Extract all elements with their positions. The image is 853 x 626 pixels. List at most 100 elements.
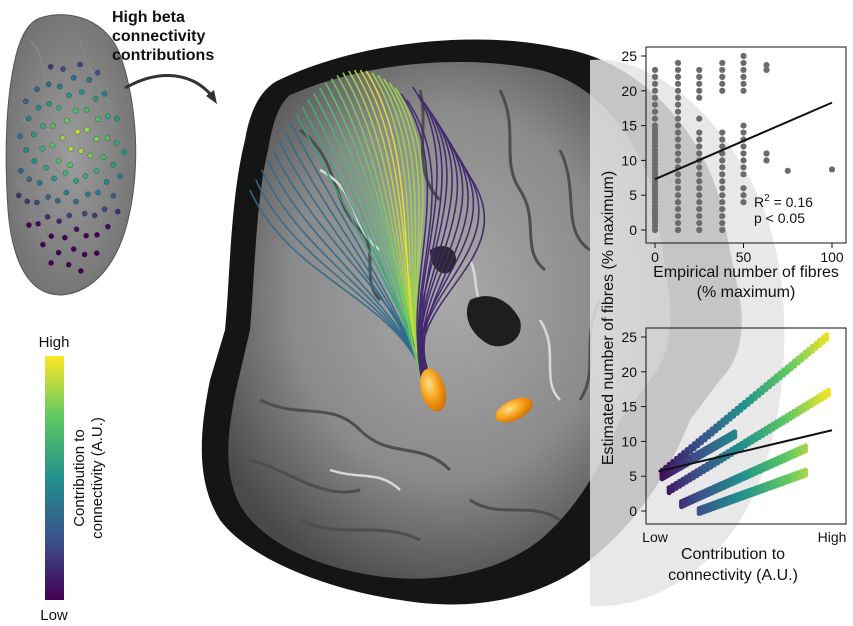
plot1-point <box>719 87 726 94</box>
electrode-contact <box>79 89 85 95</box>
plot1-point <box>651 66 659 74</box>
electrode-contact <box>31 131 37 138</box>
plot1-point <box>719 129 726 136</box>
header-line-3: contributions <box>112 47 214 64</box>
electrode-contact <box>62 170 69 176</box>
electrode-contact <box>25 115 32 122</box>
fibre-streamline <box>418 149 475 390</box>
plot1-point <box>651 80 659 87</box>
plot1-point <box>674 206 682 213</box>
plot1-point <box>719 171 726 178</box>
electrode-contact <box>101 206 108 212</box>
electrode-contact <box>26 176 32 183</box>
electrode-contact <box>95 116 101 122</box>
electrode-contact <box>103 179 110 185</box>
electrode-contact <box>87 152 94 159</box>
plot1-point <box>696 192 703 199</box>
plot1-y-tick-label: 15 <box>621 118 637 134</box>
electrode-contact <box>94 70 101 76</box>
plot1-point <box>696 206 703 213</box>
plot1-point <box>719 73 726 80</box>
plot2-xlabel-line-2: connectivity (A.U.) <box>668 567 798 584</box>
plot1-point <box>674 80 682 87</box>
plot1-point <box>674 212 682 220</box>
plot1-point <box>696 87 703 94</box>
plot1-xlabel-line-1: Empirical number of fibres <box>653 264 839 281</box>
plot1-point <box>740 192 747 199</box>
electrode-contact <box>47 63 54 70</box>
plot1-x-tick-label: 0 <box>651 249 659 265</box>
plot2-y-tick-label: 20 <box>621 364 637 380</box>
electrode-contact <box>26 222 32 228</box>
electrode-contact <box>55 158 62 164</box>
electrode-contact <box>56 105 62 111</box>
plot-backdrop <box>590 59 785 607</box>
electrode-contact <box>48 233 55 239</box>
plot1-point <box>740 199 747 206</box>
plot2-y-tick-label: 10 <box>621 433 637 449</box>
electrode-contact <box>115 208 121 215</box>
plot2-point <box>824 331 830 338</box>
plot1-y-tick-label: 25 <box>621 48 637 64</box>
fibre-streamline <box>421 169 486 384</box>
electrode-contact <box>45 194 51 200</box>
plot1-point <box>719 80 726 87</box>
plot1-point <box>740 150 747 157</box>
plot1-point <box>696 185 703 192</box>
plot1-point <box>740 129 747 136</box>
plot1-point <box>696 136 703 143</box>
electrode-contact <box>56 218 62 224</box>
plot1-point <box>740 143 747 150</box>
plot1-point <box>696 73 703 80</box>
plot2-y-tick-label: 0 <box>629 503 637 519</box>
colorbar-low-label: Low <box>40 607 68 624</box>
plot1-point <box>719 143 726 150</box>
electrode-contacts <box>16 61 128 274</box>
plot1-point <box>674 171 682 178</box>
plot1-point <box>696 94 703 101</box>
electrode-contact <box>63 189 70 196</box>
electrode-contact <box>67 145 74 152</box>
plot1-point <box>674 150 682 157</box>
electrode-contact <box>36 180 43 186</box>
plot2-point <box>825 387 832 393</box>
electrode-contact <box>49 142 56 149</box>
plot1-point <box>651 115 659 122</box>
electrode-contact <box>43 165 49 171</box>
plot1-point <box>740 80 747 87</box>
electrode-contact <box>113 140 120 146</box>
plot1-point <box>719 157 726 164</box>
plot1-point <box>740 122 747 129</box>
electrode-contact <box>31 158 38 164</box>
electrode-contact <box>62 234 68 241</box>
plot1-point <box>674 185 682 192</box>
electrode-contact <box>45 81 52 88</box>
plot1-point <box>719 66 726 74</box>
plot1-point <box>674 101 682 108</box>
electrode-contact <box>56 83 63 90</box>
plot1-point <box>674 108 682 115</box>
electrode-contact <box>50 123 56 129</box>
colorbar-gradient <box>45 356 64 600</box>
electrode-contact <box>110 162 116 168</box>
plot1-point <box>696 171 703 178</box>
electrode-contact <box>93 136 100 142</box>
electrode-contact <box>110 192 117 199</box>
electrode-contact <box>105 223 111 230</box>
electrode-contact <box>16 192 22 199</box>
nucleus-left <box>420 368 446 412</box>
electrode-contact <box>51 175 57 182</box>
plot1-point <box>696 226 703 234</box>
plot2-x-tick-low: Low <box>642 529 669 545</box>
plot1-point <box>696 164 703 171</box>
tractography-fibres <box>249 69 486 390</box>
brain-hemisphere-render <box>5 14 137 296</box>
electrode-contact <box>23 147 29 153</box>
electrode-contact <box>74 128 81 135</box>
electrode-contact <box>70 246 77 252</box>
fibre-streamline <box>307 99 426 387</box>
electrode-contact <box>48 260 54 266</box>
electrode-contact <box>17 133 23 139</box>
plot1-point <box>719 226 726 234</box>
